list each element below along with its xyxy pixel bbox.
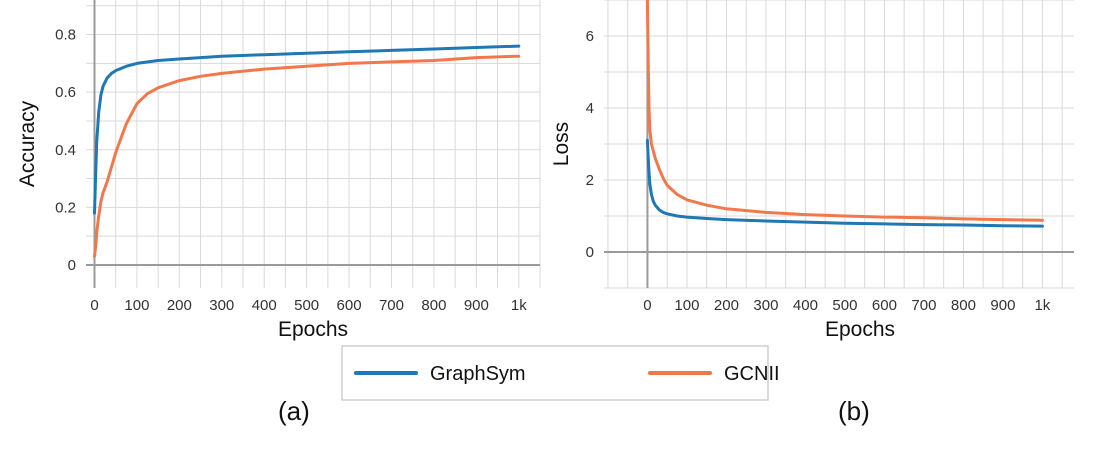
- loss-y-axis-title: Loss: [550, 122, 573, 166]
- loss-y-tick-label: 2: [586, 172, 594, 189]
- accuracy-series-gcnii: [93, 54, 521, 258]
- loss-grid: [604, 0, 1074, 289]
- loss-y-tick-label: 4: [586, 100, 594, 117]
- legend: GraphSym GCNII: [341, 345, 780, 401]
- loss-x-tick-label: 600: [872, 297, 897, 314]
- accuracy-x-tick-label: 300: [209, 297, 234, 314]
- accuracy-y-tick-label: 0.8: [55, 27, 76, 44]
- panel-label-a: (a): [278, 396, 310, 426]
- accuracy-y-tick-label: 0.4: [55, 142, 76, 159]
- loss-x-tick-label: 500: [832, 297, 857, 314]
- accuracy-x-tick-label: 400: [252, 297, 277, 314]
- accuracy-x-tick-label: 800: [421, 297, 446, 314]
- loss-x-tick-label: 800: [951, 297, 976, 314]
- loss-x-tick-label: 300: [753, 297, 778, 314]
- loss-series-graphsym: [645, 138, 1044, 228]
- accuracy-y-tick-label: 0: [68, 257, 76, 274]
- loss-y-tick-label: 0: [586, 244, 594, 261]
- loss-y-tick-label: 6: [586, 28, 594, 45]
- loss-x-tick-label: 100: [674, 297, 699, 314]
- accuracy-x-tick-label: 200: [167, 297, 192, 314]
- accuracy-x-tick-label: 1k: [511, 297, 527, 314]
- accuracy-x-tick-label: 100: [124, 297, 149, 314]
- accuracy-chart: 0 100 200 300 400 500 600 700 800 900 1k 0 0.2 0.4 0.6…: [16, 0, 541, 341]
- accuracy-x-axis-title: Epochs: [278, 318, 348, 341]
- loss-x-tick-label: 400: [793, 297, 818, 314]
- loss-x-tick-label: 900: [990, 297, 1015, 314]
- panel-label-b: (b): [838, 396, 870, 426]
- loss-x-axis-title: Epochs: [825, 318, 895, 341]
- loss-x-tick-label: 700: [911, 297, 936, 314]
- loss-x-tick-label: 0: [643, 297, 651, 314]
- loss-chart: 0 100 200 300 400 500 600 700 800 900 1k 0 2 4 6 Epochs…: [550, 0, 1074, 341]
- accuracy-x-tick-label: 600: [337, 297, 362, 314]
- accuracy-series-graphsym: [93, 44, 521, 215]
- accuracy-x-tick-label: 700: [379, 297, 404, 314]
- loss-series-gcnii: [645, 0, 1044, 222]
- loss-x-tick-label: 1k: [1034, 297, 1050, 314]
- accuracy-y-tick-label: 0.6: [55, 84, 76, 101]
- accuracy-grid: [86, 0, 541, 288]
- accuracy-x-tick-label: 500: [294, 297, 319, 314]
- accuracy-y-axis-title: Accuracy: [16, 100, 39, 187]
- legend-label-graphsym: GraphSym: [430, 363, 526, 385]
- loss-x-tick-label: 200: [714, 297, 739, 314]
- accuracy-x-tick-label: 900: [464, 297, 489, 314]
- accuracy-x-tick-label: 0: [90, 297, 98, 314]
- legend-label-gcnii: GCNII: [724, 363, 780, 385]
- accuracy-y-tick-label: 0.2: [55, 199, 76, 216]
